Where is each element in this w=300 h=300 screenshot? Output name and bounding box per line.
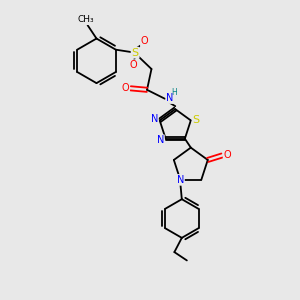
Text: N: N (157, 135, 164, 145)
Text: H: H (172, 88, 177, 97)
Text: N: N (151, 114, 158, 124)
Text: S: S (193, 115, 200, 125)
Text: CH₃: CH₃ (78, 15, 94, 24)
Text: O: O (224, 151, 231, 160)
Text: S: S (132, 48, 139, 58)
Text: N: N (177, 175, 184, 185)
Text: O: O (130, 60, 137, 70)
Text: N: N (166, 93, 174, 103)
Text: O: O (141, 36, 148, 46)
Text: O: O (122, 83, 129, 93)
